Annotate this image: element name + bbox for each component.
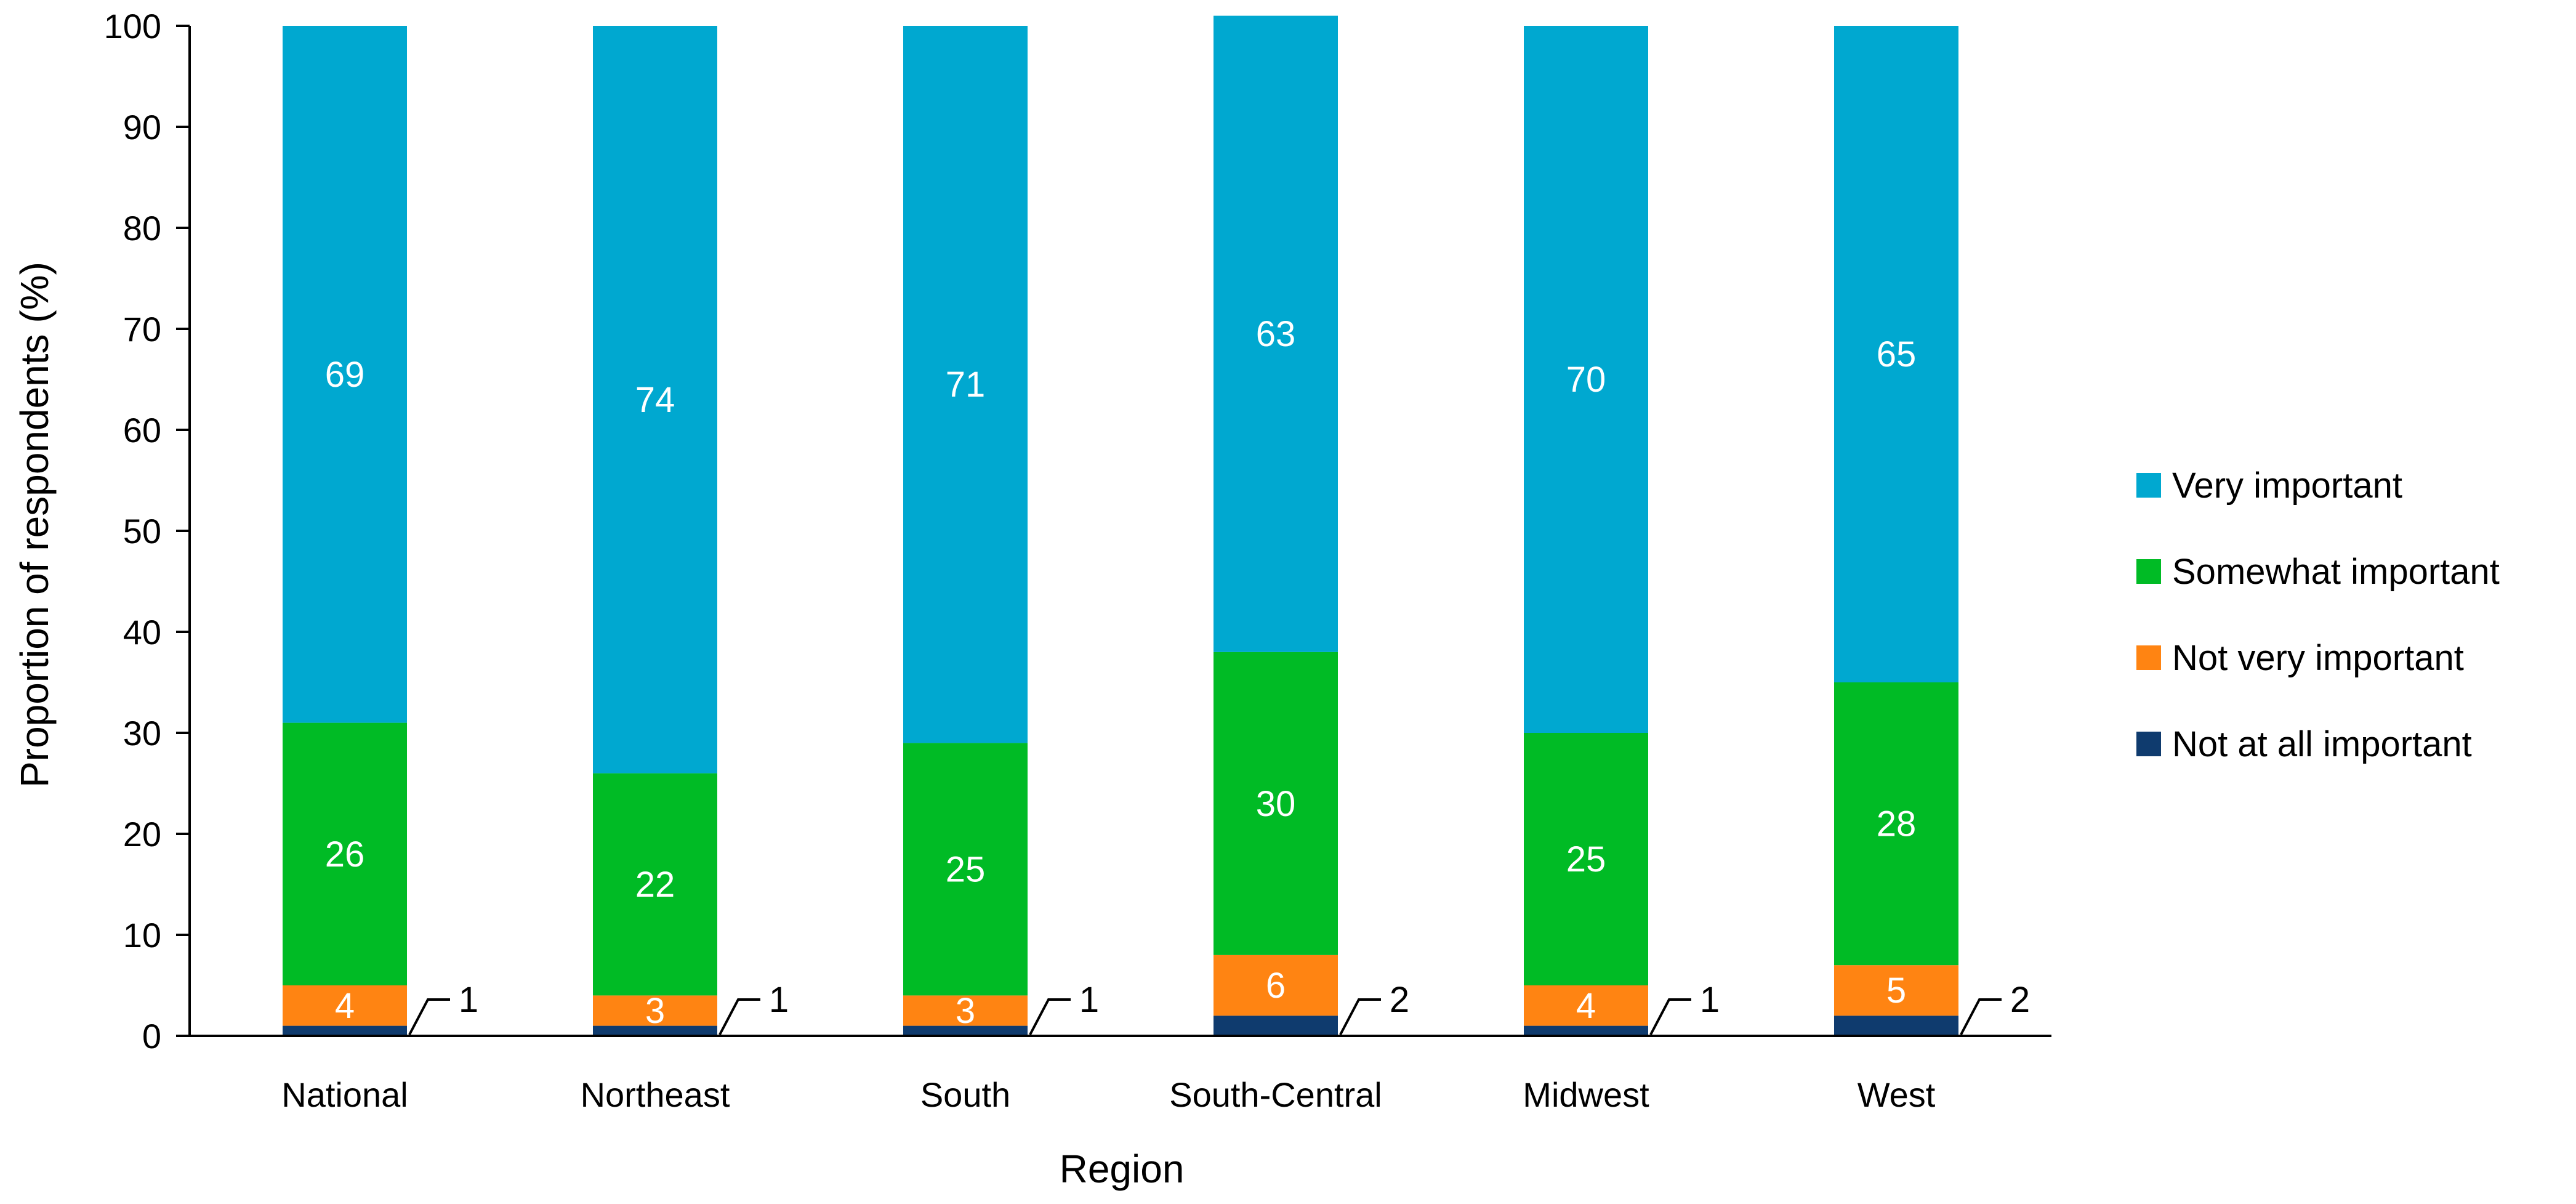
data-label: 25 bbox=[1566, 839, 1606, 879]
y-tick-label: 10 bbox=[123, 916, 161, 955]
x-tick-label: South bbox=[920, 1075, 1010, 1114]
bar-segment bbox=[283, 1025, 407, 1036]
leader-line bbox=[1960, 998, 2002, 1035]
axes-layer bbox=[188, 26, 2051, 1037]
bar-segment bbox=[1524, 985, 1648, 1026]
y-ticks-layer: 0 10 20 30 40 50 60 70 80 90 100 bbox=[104, 7, 190, 1056]
segment-labels-layer: 4 26 69 3 22 74 3 25 71 6 30 63 4 25 70 5 28 65 bbox=[325, 314, 1917, 1031]
data-label: 28 bbox=[1877, 804, 1917, 844]
bar-segment bbox=[593, 995, 717, 1026]
bar-segment bbox=[283, 26, 407, 723]
bar-segment bbox=[1214, 955, 1338, 1016]
legend-swatch bbox=[2136, 732, 2161, 756]
bar-segment bbox=[593, 773, 717, 996]
bar-segment bbox=[1524, 1025, 1648, 1036]
data-label: 5 bbox=[1886, 971, 1906, 1011]
bar-segment bbox=[903, 26, 1028, 743]
data-label: 6 bbox=[1266, 966, 1286, 1006]
data-label: 63 bbox=[1256, 314, 1296, 354]
x-tick-label: National bbox=[281, 1075, 408, 1114]
bar-segment bbox=[903, 743, 1028, 996]
y-tick-label: 100 bbox=[104, 7, 161, 46]
data-label-outside: 2 bbox=[2010, 980, 2030, 1020]
y-tick-label: 70 bbox=[123, 310, 161, 349]
legend-swatch bbox=[2136, 473, 2161, 498]
leader-line bbox=[1339, 998, 1381, 1035]
leader-line bbox=[718, 998, 760, 1035]
y-tick-label: 50 bbox=[123, 512, 161, 551]
y-tick-label: 40 bbox=[123, 613, 161, 652]
data-label-outside: 1 bbox=[459, 980, 478, 1020]
data-label: 22 bbox=[635, 865, 675, 905]
bar-segment bbox=[283, 722, 407, 985]
y-tick-label: 0 bbox=[142, 1017, 161, 1056]
x-axis-title: Region bbox=[1060, 1147, 1185, 1191]
bar-segment bbox=[283, 985, 407, 1026]
data-label-outside: 1 bbox=[769, 980, 789, 1020]
bar-segment bbox=[1834, 1016, 1958, 1036]
y-tick-label: 20 bbox=[123, 815, 161, 854]
legend-label: Somewhat important bbox=[2172, 552, 2500, 592]
bar-segment bbox=[903, 1025, 1028, 1036]
legend-label: Not at all important bbox=[2172, 724, 2472, 764]
x-tick-label: South-Central bbox=[1169, 1075, 1382, 1114]
legend-label: Very important bbox=[2172, 466, 2402, 506]
legend-swatch bbox=[2136, 645, 2161, 670]
bar-segment bbox=[903, 995, 1028, 1026]
x-tick-label: West bbox=[1858, 1075, 1936, 1114]
bar-segment bbox=[1834, 682, 1958, 966]
legend: Very important Somewhat important Not very… bbox=[2136, 466, 2500, 764]
bar-segment bbox=[1214, 1016, 1338, 1036]
data-label-outside: 1 bbox=[1700, 980, 1720, 1020]
y-tick-label: 90 bbox=[123, 108, 161, 147]
data-label: 25 bbox=[946, 849, 986, 889]
x-category-labels-layer: National Northeast South South-Central Midwe… bbox=[281, 1075, 1935, 1114]
data-label: 26 bbox=[325, 834, 365, 875]
y-tick-label: 30 bbox=[123, 714, 161, 753]
bar-segment bbox=[593, 1025, 717, 1036]
bar-segment bbox=[1524, 733, 1648, 985]
data-label: 3 bbox=[645, 991, 665, 1031]
legend-label: Not very important bbox=[2172, 638, 2464, 678]
data-label-outside: 1 bbox=[1079, 980, 1099, 1020]
y-tick-label: 80 bbox=[123, 209, 161, 248]
external-labels-layer: 1 1 1 2 1 2 bbox=[408, 980, 2030, 1035]
y-axis-title: Proportion of respondents (%) bbox=[12, 262, 57, 788]
data-label: 74 bbox=[635, 380, 675, 420]
data-label: 71 bbox=[946, 365, 986, 405]
data-label: 70 bbox=[1566, 360, 1606, 400]
bars-layer bbox=[283, 15, 1958, 1036]
leader-line bbox=[408, 998, 450, 1035]
leader-line bbox=[1649, 998, 1691, 1035]
data-label: 4 bbox=[1576, 986, 1596, 1026]
data-label: 4 bbox=[335, 986, 355, 1026]
bar-segment bbox=[1834, 965, 1958, 1016]
bar-segment bbox=[1524, 26, 1648, 733]
legend-swatch bbox=[2136, 559, 2161, 584]
bar-segment bbox=[1834, 26, 1958, 682]
x-tick-label: Northeast bbox=[581, 1075, 730, 1114]
y-tick-label: 60 bbox=[123, 411, 161, 450]
data-label: 3 bbox=[956, 991, 975, 1031]
bar-segment bbox=[593, 26, 717, 774]
data-label: 30 bbox=[1256, 784, 1296, 824]
leader-line bbox=[1029, 998, 1071, 1035]
data-label-outside: 2 bbox=[1390, 980, 1409, 1020]
bar-segment bbox=[1214, 652, 1338, 955]
data-label: 69 bbox=[325, 355, 365, 395]
bar-segment bbox=[1214, 15, 1338, 652]
x-tick-label: Midwest bbox=[1523, 1075, 1649, 1114]
data-label: 65 bbox=[1877, 334, 1917, 374]
